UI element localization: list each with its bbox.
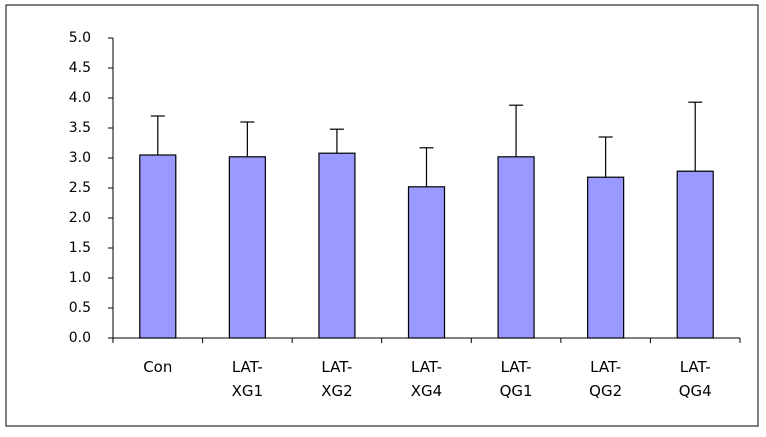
- bar: [228, 156, 266, 339]
- x-tick-label: LAT-QG2: [589, 358, 623, 400]
- x-tick-label: LAT-XG1: [231, 358, 264, 400]
- y-tick-label: 3.5: [69, 120, 91, 136]
- x-tick-label: Con: [143, 358, 173, 376]
- y-tick-label: 1.0: [69, 270, 91, 286]
- x-tick-label: LAT-XG2: [321, 358, 353, 400]
- y-tick-label: 0.0: [69, 330, 91, 346]
- bar: [407, 186, 446, 339]
- x-tick-label: LAT-QG4: [678, 358, 712, 400]
- y-tick-label: 2.0: [69, 210, 91, 226]
- y-tick-label: 2.5: [69, 180, 91, 196]
- y-tick-label: 4.0: [69, 90, 91, 106]
- bar: [139, 154, 177, 339]
- y-tick-label: 0.5: [69, 300, 91, 316]
- y-tick-label: 3.0: [69, 150, 91, 166]
- bar: [318, 152, 356, 339]
- x-tick-label: LAT-QG1: [499, 358, 533, 400]
- bar: [497, 156, 535, 339]
- y-tick-label: 5.0: [69, 30, 91, 46]
- chart-border: [5, 4, 759, 427]
- x-tick-label: LAT-XG4: [410, 358, 443, 400]
- y-tick-label: 1.5: [69, 240, 91, 256]
- bar: [587, 176, 625, 339]
- y-tick-label: 4.5: [69, 60, 91, 76]
- bar: [676, 170, 714, 339]
